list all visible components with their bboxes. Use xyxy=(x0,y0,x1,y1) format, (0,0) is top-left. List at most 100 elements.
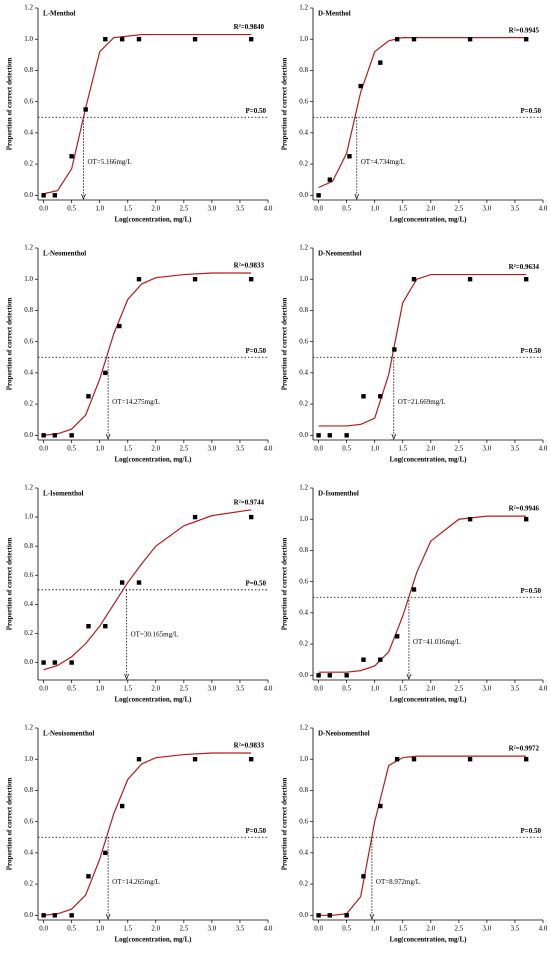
ot-label: OT=4.734mg/L xyxy=(361,158,405,166)
x-tick-label: 2.0 xyxy=(151,445,160,453)
data-point xyxy=(119,37,125,42)
r2-label: R²=0.9945 xyxy=(509,26,540,34)
x-tick-label: 4.0 xyxy=(264,205,273,213)
x-tick-label: 1.5 xyxy=(398,685,407,693)
y-tick-label: 1.0 xyxy=(24,35,33,43)
x-tick-label: 1.0 xyxy=(370,685,379,693)
data-point xyxy=(86,623,91,629)
data-point xyxy=(392,347,397,352)
data-point xyxy=(378,803,383,809)
x-tick-label: 0.0 xyxy=(314,445,323,453)
data-point xyxy=(248,37,254,42)
ot-arrow xyxy=(406,673,412,680)
data-point xyxy=(378,657,383,662)
data-point xyxy=(119,580,125,585)
panel-title: D-Menthol xyxy=(318,10,351,18)
data-point xyxy=(344,673,349,678)
data-point xyxy=(523,757,529,762)
data-point xyxy=(136,277,142,282)
y-tick-label: 0.0 xyxy=(299,911,308,919)
x-tick-label: 0.0 xyxy=(314,205,323,213)
y-tick-label: 1.2 xyxy=(24,484,33,492)
ot-arrow xyxy=(105,913,111,920)
data-point xyxy=(411,587,417,592)
fit-curve xyxy=(318,273,527,427)
y-tick-label: 0.8 xyxy=(24,66,33,74)
ot-arrow xyxy=(105,433,111,440)
y-tick-label: 0.8 xyxy=(299,546,308,554)
r2-label: R²=0.9634 xyxy=(509,263,540,271)
data-point xyxy=(69,660,74,665)
ot-label: OT=30.165mg/L xyxy=(131,630,179,638)
y-axis-label: Proportion of correct detection xyxy=(281,58,289,151)
y-tick-label: 0.4 xyxy=(24,128,33,136)
ot-label: OT=5.166mg/L xyxy=(87,158,131,166)
x-tick-label: 1.5 xyxy=(123,205,132,213)
threshold-label: P=0.50 xyxy=(520,827,541,835)
data-point xyxy=(361,874,366,879)
x-tick-label: 4.0 xyxy=(264,925,273,933)
y-tick-label: 1.0 xyxy=(24,755,33,763)
x-axis-label: Log(concentration, mg/L) xyxy=(390,456,468,464)
ot-arrow xyxy=(391,433,397,440)
y-tick-label: 0.8 xyxy=(24,306,33,314)
y-tick-label: 1.2 xyxy=(24,724,33,732)
data-point xyxy=(41,913,46,918)
x-tick-label: 4.0 xyxy=(539,445,548,453)
x-tick-label: 1.5 xyxy=(123,445,132,453)
x-axis-label: Log(concentration, mg/L) xyxy=(390,216,468,224)
y-axis-label: Proportion of correct detection xyxy=(6,298,14,391)
data-point xyxy=(41,433,46,438)
data-point xyxy=(411,37,417,42)
data-point xyxy=(69,154,74,159)
x-tick-label: 2.5 xyxy=(454,925,463,933)
data-point xyxy=(344,433,349,438)
data-point xyxy=(103,623,108,629)
y-tick-label: 0.6 xyxy=(299,337,308,345)
y-tick-label: 0.6 xyxy=(299,817,308,825)
y-tick-label: 1.2 xyxy=(24,244,33,252)
data-point xyxy=(192,757,198,762)
x-axis-label: Log(concentration, mg/L) xyxy=(390,696,468,704)
data-point xyxy=(136,757,142,762)
y-tick-label: 0.6 xyxy=(24,817,33,825)
x-tick-label: 4.0 xyxy=(539,925,548,933)
x-tick-label: 3.0 xyxy=(483,205,492,213)
y-tick-label: 0.4 xyxy=(24,368,33,376)
y-axis-label: Proportion of correct detection xyxy=(6,778,14,871)
data-point xyxy=(467,517,473,522)
data-point xyxy=(327,673,333,678)
threshold-label: P=0.50 xyxy=(245,827,266,835)
y-tick-label: 1.2 xyxy=(299,244,308,252)
ot-label: OT=41.016mg/L xyxy=(413,638,461,646)
data-point xyxy=(327,913,333,918)
x-tick-label: 3.0 xyxy=(483,685,492,693)
y-tick-label: 0.2 xyxy=(299,880,308,888)
x-tick-label: 0.5 xyxy=(342,445,351,453)
y-tick-label: 0.6 xyxy=(299,97,308,105)
data-point xyxy=(316,433,321,438)
x-axis-label: Log(concentration, mg/L) xyxy=(115,456,193,464)
data-point xyxy=(411,277,417,282)
x-tick-label: 3.0 xyxy=(483,445,492,453)
y-tick-label: 0.4 xyxy=(24,600,33,608)
x-tick-label: 0.5 xyxy=(342,205,351,213)
x-tick-label: 2.5 xyxy=(179,685,188,693)
data-point xyxy=(41,660,46,665)
y-tick-label: 0.2 xyxy=(299,400,308,408)
x-tick-label: 1.5 xyxy=(398,925,407,933)
data-point xyxy=(52,660,58,665)
x-axis-label: Log(concentration, mg/L) xyxy=(115,696,193,704)
x-tick-label: 3.5 xyxy=(236,205,245,213)
x-tick-label: 1.5 xyxy=(398,205,407,213)
data-point xyxy=(316,193,321,198)
x-tick-label: 3.5 xyxy=(511,925,520,933)
x-tick-label: 0.5 xyxy=(342,685,351,693)
y-tick-label: 0.8 xyxy=(299,306,308,314)
data-point xyxy=(523,277,529,282)
x-tick-label: 3.0 xyxy=(208,445,217,453)
data-point xyxy=(378,60,383,65)
data-point xyxy=(136,580,142,585)
data-point xyxy=(103,37,108,42)
threshold-label: P=0.50 xyxy=(520,587,541,595)
